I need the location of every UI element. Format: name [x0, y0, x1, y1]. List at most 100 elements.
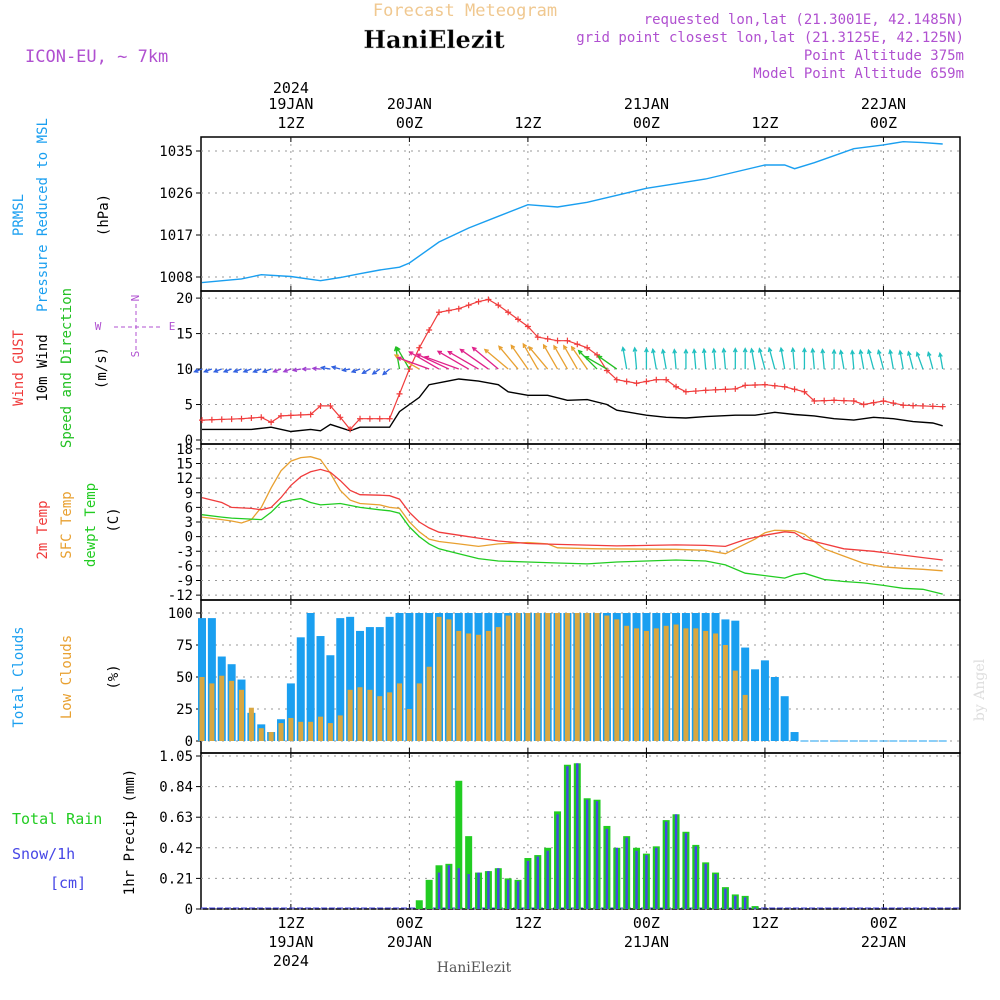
temp-tick-label: -6: [176, 559, 193, 575]
precip-labels: Total Rain Snow/1h [cm] 1hr Precip (mm): [12, 769, 138, 895]
wind-arrow: [792, 348, 796, 370]
total-cloud-bar: [296, 637, 305, 741]
low-cloud-bar: [545, 613, 551, 741]
total-cloud-bar: [741, 647, 750, 741]
low-cloud-bar: [495, 627, 501, 741]
bottom-axis-label: 00Z: [633, 914, 660, 932]
gust-marker: [337, 414, 344, 421]
snow-bar: [516, 881, 520, 909]
svg-text:W: W: [95, 320, 102, 333]
gust-marker: [880, 397, 887, 404]
low-cloud-bar: [555, 613, 561, 741]
total-cloud-bar: [395, 613, 404, 741]
top-axis-label: 00Z: [870, 114, 897, 132]
low-cloud-bar: [604, 615, 610, 741]
rain-bar: [465, 836, 473, 909]
low-cloud-bar: [476, 634, 482, 741]
total-cloud-bar: [375, 627, 384, 741]
wind-arrow: [553, 345, 568, 370]
snow-bar: [674, 814, 678, 909]
total-cloud-bar: [356, 630, 365, 741]
low-cloud-bar: [614, 619, 620, 741]
low-cloud-bar: [209, 683, 215, 741]
wind-arrow-head: [732, 347, 738, 353]
snow-bar: [704, 863, 707, 909]
wind-arrow-head: [767, 346, 773, 353]
gust-marker: [870, 399, 877, 406]
wind-arrow-head: [867, 348, 872, 355]
wind-arrow-head: [528, 345, 534, 351]
snow-bar: [447, 865, 451, 909]
wind-arrow-head: [408, 351, 414, 356]
snow-bar: [724, 888, 727, 909]
wind-arrow-head: [371, 370, 377, 375]
gust-marker: [900, 402, 907, 409]
snow-bar: [694, 846, 697, 909]
gust-marker: [682, 388, 689, 395]
footer-station: HaniElezit: [437, 960, 512, 976]
wind-arrow: [528, 346, 549, 370]
wind-arrow-head: [542, 343, 548, 349]
clouds-tick-label: 75: [176, 638, 193, 654]
gust-marker: [643, 378, 650, 385]
low-cloud-bar: [357, 687, 363, 741]
product-title: Forecast Meteogram: [373, 1, 557, 21]
gust-marker: [366, 415, 373, 422]
total-cloud-bar: [415, 613, 424, 741]
wind-arrow-head: [222, 368, 229, 373]
low-cloud-bar: [298, 721, 304, 741]
low-cloud-bar: [406, 709, 412, 741]
precip-tick-label: 0: [185, 902, 193, 918]
rain-bar: [455, 780, 463, 909]
pressure-tick-label: 1026: [159, 186, 193, 202]
low-cloud-bar: [643, 630, 649, 741]
low-cloud-bar: [387, 692, 393, 741]
total-cloud-bar: [326, 655, 335, 741]
gust-marker: [554, 337, 561, 344]
gust-marker: [297, 411, 304, 418]
wind-arrow: [768, 347, 776, 370]
requested-coords: requested lon,lat (21.3001E, 42.1485N): [644, 12, 964, 28]
wind-arrow-head: [261, 368, 268, 374]
wind-arrow-head: [831, 348, 837, 354]
bottom-axis-label: 00Z: [396, 914, 423, 932]
bottom-axis-label: 19JAN: [268, 933, 313, 951]
snow-bar: [655, 847, 658, 909]
gust-marker: [199, 417, 205, 424]
gust-marker: [663, 376, 670, 383]
wind-arrow: [416, 353, 450, 370]
gust-marker: [752, 382, 759, 389]
pressure-frame: [200, 136, 961, 292]
wind-gust-line: [201, 298, 943, 431]
gust-marker: [771, 382, 778, 389]
wind-10m-label: 10m Wind: [35, 334, 51, 401]
low-cloud-bar: [446, 619, 452, 741]
wind-arrow-head: [570, 345, 576, 351]
wind-arrow-head: [790, 346, 796, 353]
wind-arrow: [571, 346, 588, 370]
wind-arrow-head: [396, 356, 402, 361]
temp-tick-label: 3: [185, 515, 193, 531]
low-cloud-bar: [732, 670, 738, 741]
wind-arrow: [927, 352, 934, 370]
wind-arrow: [578, 350, 598, 370]
temp-unit: (C): [106, 507, 122, 532]
snow-bar: [635, 850, 638, 909]
model-label: ICON-EU, ~ 7km: [25, 47, 168, 67]
wind-arrow-head: [498, 345, 503, 351]
wind-arrow-head: [672, 348, 678, 354]
gust-marker: [258, 414, 265, 421]
low-cloud-bar: [426, 666, 432, 741]
wind-arrow: [780, 348, 786, 370]
gust-marker: [268, 419, 275, 426]
low-cloud-bar: [327, 723, 333, 741]
gust-marker: [524, 323, 531, 330]
wind-arrow: [522, 343, 539, 370]
gust-marker: [781, 383, 788, 390]
gust-marker: [692, 388, 699, 395]
wind-arrow-head: [522, 342, 528, 349]
low-cloud-bar: [515, 613, 521, 741]
svg-text:S: S: [129, 351, 142, 358]
wind-tick-label: 10: [176, 362, 193, 378]
